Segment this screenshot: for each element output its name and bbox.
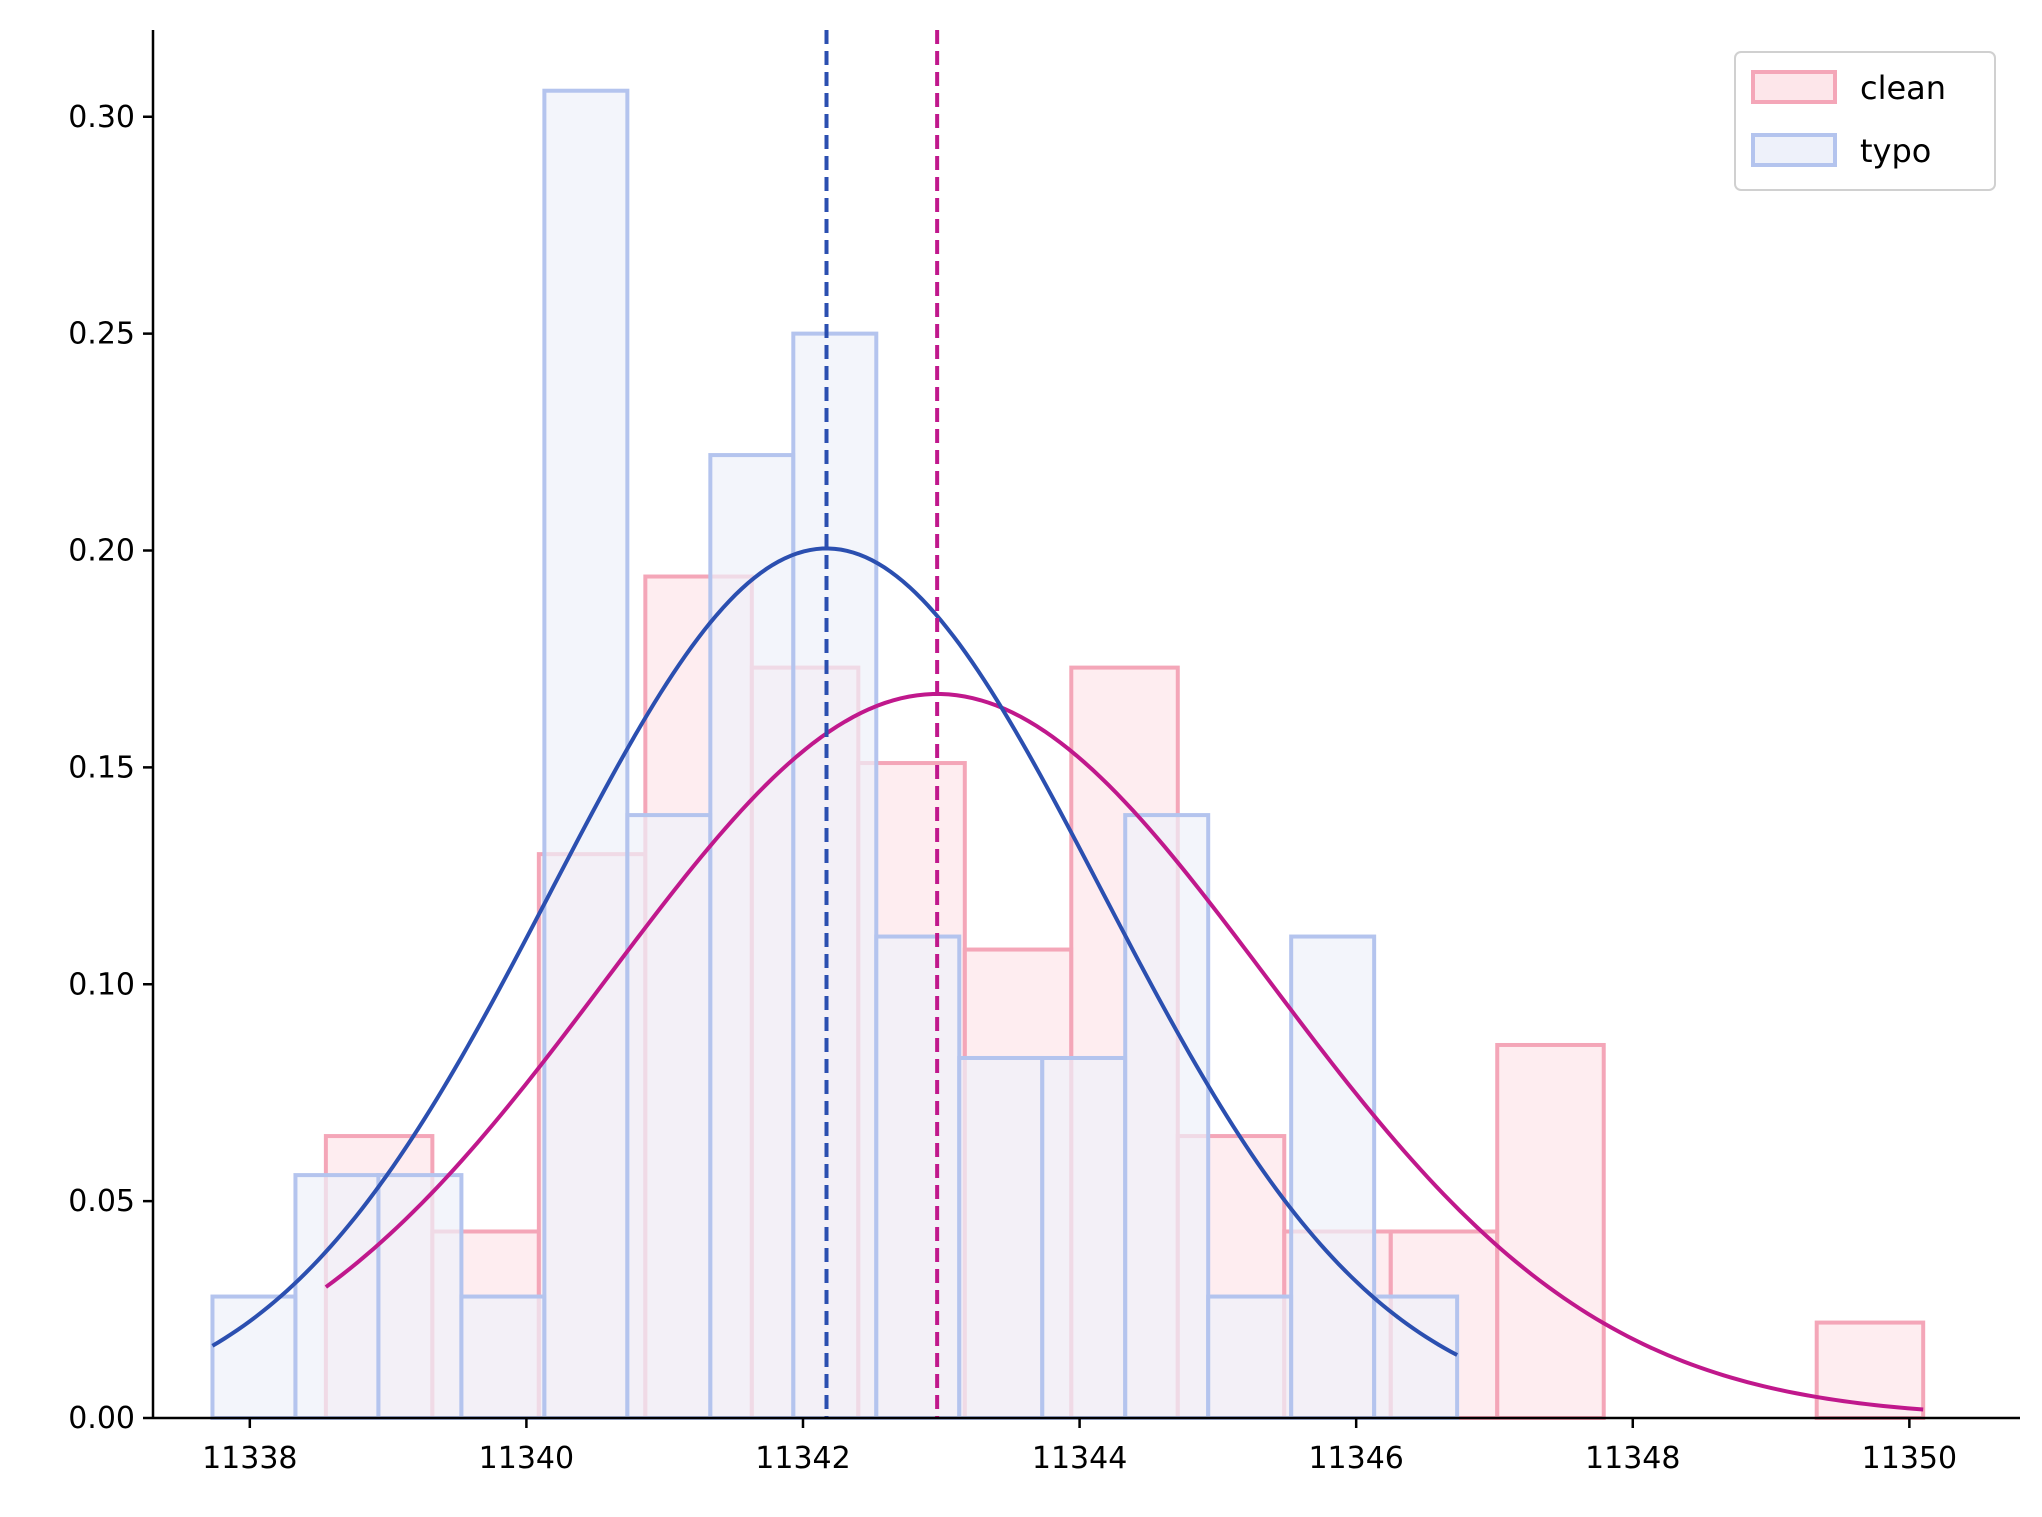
legend-swatch-typo xyxy=(1751,133,1837,167)
x-tick-label: 11350 xyxy=(1862,1441,1957,1476)
legend-swatch-clean xyxy=(1751,70,1837,104)
bar-typo-5 xyxy=(625,813,713,1420)
y-tick-label: 0.30 xyxy=(68,100,135,135)
y-tick-label: 0.20 xyxy=(68,534,135,569)
x-tick-label: 11346 xyxy=(1308,1441,1403,1476)
x-tick-label: 11340 xyxy=(479,1441,574,1476)
x-tick-label: 11344 xyxy=(1032,1441,1127,1476)
bar-typo-0 xyxy=(210,1294,298,1421)
bar-typo-12 xyxy=(1206,1294,1294,1421)
bar-clean-11 xyxy=(1495,1042,1606,1420)
fit-curve-typo xyxy=(211,546,1459,1357)
bar-typo-6 xyxy=(708,453,796,1420)
plot-area xyxy=(210,30,1926,1421)
bar-typo-10 xyxy=(1040,1055,1128,1421)
y-axis: 0.00 0.05 0.10 0.15 0.20 0.25 0.30 xyxy=(68,30,155,1436)
series-typo-bars xyxy=(210,88,1460,1421)
bar-typo-13 xyxy=(1289,934,1377,1420)
bar-typo-3 xyxy=(459,1294,547,1421)
bar-typo-2 xyxy=(376,1173,464,1420)
x-axis: 11338 11340 11342 11344 11346 11348 11350 xyxy=(153,1416,2020,1476)
x-tick-label: 11338 xyxy=(202,1441,297,1476)
bar-typo-8 xyxy=(874,934,962,1420)
legend-label-typo: typo xyxy=(1860,132,1931,170)
fit-curve-clean xyxy=(324,692,1924,1412)
legend: clean typo xyxy=(1734,51,1996,191)
bar-typo-4 xyxy=(542,88,630,1421)
bar-typo-7 xyxy=(791,331,879,1420)
bar-typo-1 xyxy=(293,1173,381,1420)
y-tick-label: 0.00 xyxy=(68,1401,135,1436)
x-tick-label: 11348 xyxy=(1585,1441,1680,1476)
bar-typo-14 xyxy=(1372,1294,1460,1421)
y-tick-label: 0.05 xyxy=(68,1184,135,1219)
y-tick-label: 0.10 xyxy=(68,967,135,1002)
y-tick-label: 0.15 xyxy=(68,750,135,785)
legend-label-clean: clean xyxy=(1860,69,1946,107)
bar-typo-9 xyxy=(957,1055,1045,1421)
y-tick-label: 0.25 xyxy=(68,317,135,352)
bar-typo-11 xyxy=(1123,813,1211,1420)
x-tick-label: 11342 xyxy=(755,1441,850,1476)
